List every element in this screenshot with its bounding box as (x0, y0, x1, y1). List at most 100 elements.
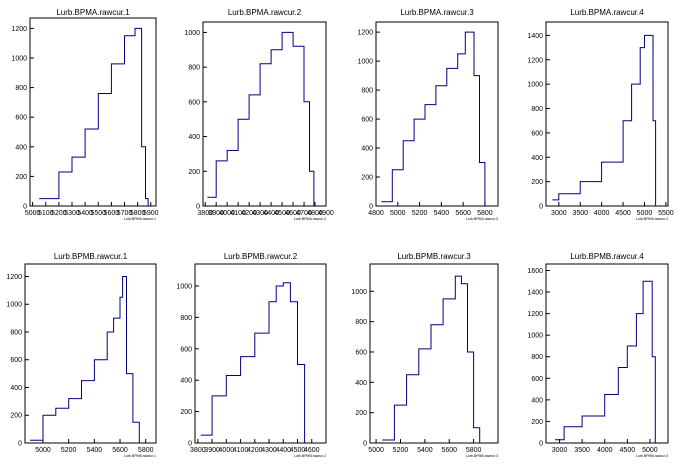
x-axis-title: Lurb.BPMB.rawcur.2 (294, 454, 326, 458)
x-tick-label: 5000 (637, 210, 653, 217)
y-tick-label: 1200 (11, 26, 27, 33)
y-tick-label: 1000 (527, 82, 543, 89)
x-axis-title: Lurb.BPMA.rawcur.3 (466, 217, 498, 221)
x-tick-label: 3800 (197, 210, 213, 217)
y-tick-label: 600 (531, 130, 543, 137)
y-tick-label: 1200 (6, 274, 22, 281)
x-tick-label: 5200 (51, 210, 67, 217)
y-tick-label: 200 (188, 169, 200, 176)
y-tick-label: 0 (188, 441, 192, 448)
x-tick-label: 5800 (477, 210, 493, 217)
y-tick-label: 800 (361, 88, 373, 95)
x-tick-label: 5600 (441, 447, 457, 454)
y-tick-label: 600 (10, 357, 22, 364)
y-tick-label: 1000 (11, 55, 27, 62)
chart-title: Lurb.BPMB.rawcur.1 (54, 252, 128, 261)
y-tick-label: 600 (15, 115, 27, 122)
x-axis-title: Lurb.BPMB.rawcur.3 (466, 454, 498, 458)
y-tick-label: 800 (10, 329, 22, 336)
y-tick-label: 200 (355, 410, 367, 417)
x-tick-label: 3800 (190, 447, 206, 454)
y-tick-label: 200 (10, 413, 22, 420)
title-box (391, 6, 483, 18)
x-tick-label: 4600 (285, 210, 301, 217)
plot-frame (194, 263, 327, 444)
x-tick-label: 5100 (38, 210, 54, 217)
x-tick-label: 4000 (219, 447, 235, 454)
x-tick-label: 5000 (368, 447, 384, 454)
y-tick-label: 800 (355, 319, 367, 326)
y-tick-label: 200 (531, 179, 543, 186)
histogram-panel: Lurb.BPMA.rawcur.3 0 200 400 600 800 1000 1200 4… (357, 6, 499, 221)
plot-frame (202, 21, 327, 207)
chart-title: Lurb.BPMA.rawcur.4 (570, 8, 644, 17)
x-tick-label: 5400 (77, 210, 93, 217)
x-tick-label: 3900 (208, 210, 224, 217)
x-tick-label: 4300 (261, 447, 277, 454)
x-tick-label: 5000 (35, 447, 51, 454)
x-axis-title: Lurb.BPMA.rawcur.1 (124, 217, 156, 221)
y-tick-label: 400 (531, 155, 543, 162)
x-axis-title: Lurb.BPMA.rawcur.2 (294, 217, 326, 221)
x-tick-label: 5600 (112, 447, 128, 454)
title-box (561, 250, 653, 262)
x-tick-label: 4500 (290, 447, 306, 454)
y-tick-label: 0 (23, 204, 27, 211)
chart-title: Lurb.BPMB.rawcur.4 (570, 252, 644, 261)
histogram-panel: Lurb.BPMB.rawcur.1 0 200 400 600 800 1000 1200 5… (6, 250, 157, 458)
x-tick-label: 4900 (318, 210, 334, 217)
x-tick-label: 5900 (143, 210, 159, 217)
y-tick-label: 200 (15, 174, 27, 181)
histogram-line (200, 282, 306, 443)
x-tick-label: 4500 (615, 210, 631, 217)
x-axis-title: Lurb.BPMB.rawcur.4 (636, 454, 668, 458)
y-tick-label: 1600 (527, 268, 543, 275)
x-tick-label: 5400 (87, 447, 103, 454)
histogram-panel: Lurb.BPMA.rawcur.4 0 200 400 600 800 1000 1200 1… (527, 6, 674, 221)
chart-title: Lurb.BPMA.rawcur.3 (400, 8, 474, 17)
y-tick-label: 1000 (176, 283, 192, 290)
x-tick-label: 3500 (574, 447, 590, 454)
x-tick-label: 5400 (434, 210, 450, 217)
x-tick-label: 5200 (61, 447, 77, 454)
title-box (561, 6, 653, 18)
y-tick-label: 0 (196, 204, 200, 211)
x-tick-label: 4400 (275, 447, 291, 454)
x-tick-label: 5800 (138, 447, 154, 454)
y-tick-label: 0 (363, 441, 367, 448)
y-tick-label: 1200 (357, 30, 373, 37)
chart-title: Lurb.BPMB.rawcur.2 (224, 252, 298, 261)
y-tick-label: 600 (531, 376, 543, 383)
y-tick-label: 600 (361, 117, 373, 124)
chart-title: Lurb.BPMA.rawcur.2 (228, 8, 302, 17)
x-tick-label: 3500 (572, 210, 588, 217)
y-tick-label: 400 (188, 134, 200, 141)
histogram-line (30, 276, 140, 443)
chart-title: Lurb.BPMA.rawcur.1 (56, 8, 130, 17)
x-tick-label: 5700 (117, 210, 133, 217)
x-tick-label: 5300 (64, 210, 80, 217)
x-tick-label: 3000 (551, 210, 567, 217)
plot-frame (369, 263, 499, 444)
plot-frame (375, 21, 499, 207)
x-tick-label: 5800 (130, 210, 146, 217)
x-tick-label: 3000 (552, 447, 568, 454)
x-tick-label: 4000 (594, 210, 610, 217)
y-tick-label: 400 (531, 397, 543, 404)
histogram-panel: Lurb.BPMB.rawcur.2 0 200 400 600 800 1000 38003… (176, 250, 327, 458)
y-tick-label: 0 (18, 441, 22, 448)
y-tick-label: 800 (531, 106, 543, 113)
y-tick-label: 1000 (357, 59, 373, 66)
y-tick-label: 1000 (184, 30, 200, 37)
x-tick-label: 4300 (252, 210, 268, 217)
title-box (388, 250, 480, 262)
x-tick-label: 5000 (25, 210, 41, 217)
x-axis-title: Lurb.BPMA.rawcur.4 (636, 217, 668, 221)
histogram-line (382, 275, 481, 443)
y-tick-label: 400 (355, 380, 367, 387)
chart-title: Lurb.BPMB.rawcur.3 (397, 252, 471, 261)
y-tick-label: 1200 (527, 57, 543, 64)
x-tick-label: 5800 (466, 447, 482, 454)
x-tick-label: 4700 (296, 210, 312, 217)
